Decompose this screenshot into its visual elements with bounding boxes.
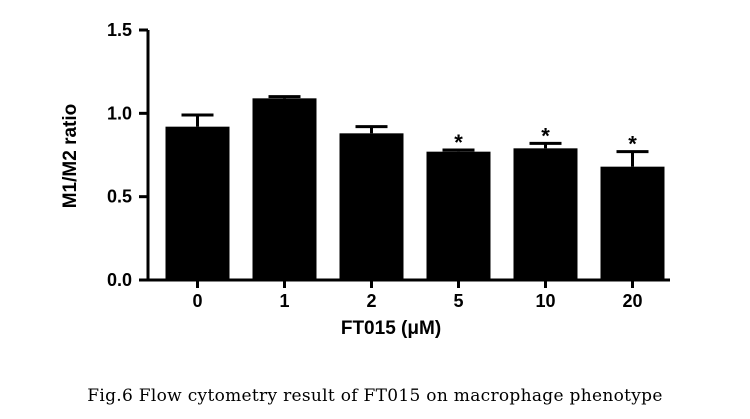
x-tick-label: 10	[535, 291, 555, 311]
y-tick-label: 1.5	[107, 20, 132, 40]
significance-marker: *	[454, 130, 463, 155]
y-tick-label: 1.0	[107, 103, 132, 123]
bar-2	[339, 133, 404, 280]
y-tick-label: 0.5	[107, 187, 132, 207]
bar-5	[426, 151, 491, 280]
bar-0	[165, 126, 230, 281]
x-tick-label: 0	[192, 291, 202, 311]
x-tick-label: 20	[622, 291, 642, 311]
y-axis-label: M1/M2 ratio	[60, 104, 81, 209]
bar-chart: 0.0 0.5 1.0 1.5 * * * 0 1 2 5 10 20 M1/M2 ratio FT…	[60, 20, 670, 339]
y-tick-label: 0.0	[107, 270, 132, 290]
x-tick-label: 2	[366, 291, 376, 311]
x-tick-label: 5	[453, 291, 463, 311]
significance-marker: *	[628, 132, 637, 157]
bars: * * *	[165, 95, 665, 281]
y-axis: 0.0 0.5 1.0 1.5	[107, 20, 150, 290]
x-tick-label: 1	[279, 291, 289, 311]
x-axis-label: FT015 (μM)	[341, 318, 441, 339]
bar-20	[600, 166, 665, 280]
bar-1	[252, 98, 317, 280]
significance-marker: *	[541, 123, 550, 148]
figure-caption: Fig.6 Flow cytometry result of FT015 on …	[87, 386, 663, 406]
bar-10	[513, 148, 578, 280]
x-axis: 0 1 2 5 10 20	[148, 278, 670, 311]
